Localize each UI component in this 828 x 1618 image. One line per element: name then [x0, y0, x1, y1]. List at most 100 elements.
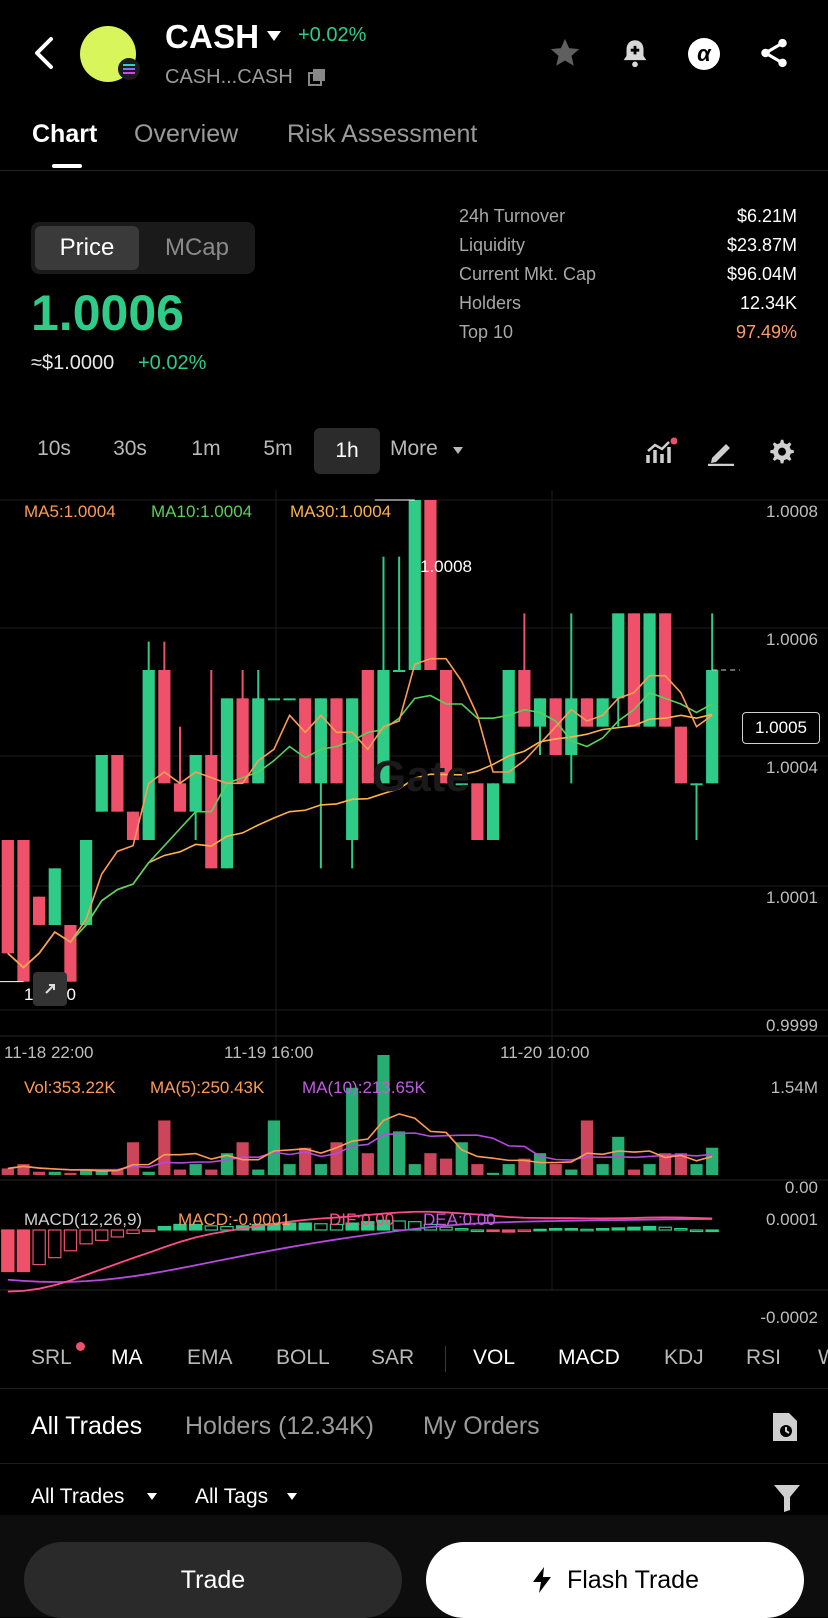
- indicator-w[interactable]: W: [818, 1346, 828, 1369]
- volume-bar: [283, 1164, 296, 1175]
- indicator-boll[interactable]: BOLL: [276, 1346, 330, 1369]
- timeframe-1m[interactable]: 1m: [191, 437, 221, 460]
- indicator-srl[interactable]: SRL: [31, 1346, 72, 1369]
- macd-hist-bar: [689, 1229, 704, 1233]
- macd-hist-bar: [595, 1228, 610, 1231]
- macd-hist-bar: [63, 1229, 78, 1252]
- filter-all-trades[interactable]: All Trades: [31, 1485, 125, 1508]
- macd-hist-bar: [361, 1221, 375, 1231]
- price-usd: ≈$1.0000: [31, 352, 115, 374]
- settings-gear-icon[interactable]: [767, 438, 795, 466]
- volume-bar: [518, 1158, 531, 1175]
- tab-risk-assessment[interactable]: Risk Assessment: [287, 120, 478, 148]
- indicator-sar[interactable]: SAR: [371, 1346, 415, 1369]
- candle-body: [330, 698, 343, 784]
- candle-body: [346, 698, 359, 840]
- time-axis-label: 11-19 16:00: [224, 1043, 314, 1062]
- tab-my-orders[interactable]: My Orders: [423, 1412, 540, 1440]
- volume-bar: [173, 1169, 187, 1175]
- tab-all-trades[interactable]: All Trades: [31, 1412, 143, 1440]
- candle-body: [643, 613, 656, 727]
- volume-bar: [627, 1169, 641, 1175]
- order-history-icon[interactable]: [770, 1410, 800, 1444]
- macd-hist-bar: [548, 1228, 563, 1231]
- expand-icon: [45, 984, 55, 994]
- candle-body: [393, 670, 406, 672]
- macd-hist-bar: [16, 1229, 31, 1273]
- macd-hist-bar: [642, 1225, 657, 1231]
- candle-body: [236, 698, 249, 784]
- candle-body: [565, 698, 578, 755]
- filter-funnel-icon[interactable]: [773, 1483, 801, 1513]
- candle-body: [267, 698, 281, 701]
- share-icon[interactable]: [757, 36, 791, 70]
- volume-bar: [612, 1136, 625, 1175]
- star-icon[interactable]: [548, 36, 582, 70]
- stat-label: Current Mkt. Cap: [459, 264, 597, 284]
- volume-bar: [236, 1142, 249, 1175]
- ma10-line: [7, 691, 713, 969]
- header-change: +0.02%: [298, 24, 367, 46]
- macd-hist-bar: [204, 1225, 219, 1231]
- indicator-chart-icon[interactable]: [645, 437, 677, 467]
- timeframe-1h[interactable]: 1h: [314, 428, 380, 474]
- macd-hist-bar: [486, 1229, 500, 1233]
- back-button[interactable]: [24, 30, 64, 76]
- tab-holders[interactable]: Holders (12.34K): [185, 1412, 374, 1440]
- timeframe-10s[interactable]: 10s: [37, 437, 71, 460]
- macd-hist-bar: [298, 1222, 312, 1231]
- volume-bar: [674, 1153, 687, 1175]
- candle-body: [580, 698, 594, 727]
- alpha-icon[interactable]: α: [688, 38, 720, 70]
- toggle-price[interactable]: Price: [35, 226, 139, 270]
- candle-body: [1, 840, 14, 954]
- candle-body: [612, 613, 625, 699]
- ma5-legend: MA5:1.0004: [24, 502, 116, 521]
- macd-hist-bar: [658, 1226, 672, 1231]
- filter-tags-caret-icon: [287, 1493, 297, 1500]
- candle-body: [518, 670, 531, 727]
- timeframe-5m[interactable]: 5m: [263, 437, 293, 460]
- candle-body: [627, 613, 641, 727]
- alert-bell-icon[interactable]: [618, 36, 652, 70]
- toggle-mcap[interactable]: MCap: [164, 234, 230, 261]
- chart-watermark: Gate: [372, 752, 470, 801]
- draw-pen-icon[interactable]: [706, 438, 736, 466]
- volume-bar: [205, 1169, 218, 1175]
- macd-hist-bar: [345, 1222, 359, 1231]
- fullscreen-button[interactable]: [33, 972, 67, 1006]
- tab-active-indicator: [52, 164, 82, 168]
- stat-label: Liquidity: [459, 235, 526, 255]
- ma30-legend: MA30:1.0004: [290, 502, 392, 521]
- indicator-ema[interactable]: EMA: [187, 1346, 233, 1369]
- indicator-kdj[interactable]: KDJ: [664, 1346, 704, 1369]
- volume-bar: [596, 1164, 609, 1175]
- indicator-ma[interactable]: MA: [111, 1346, 143, 1369]
- indicator-vol[interactable]: VOL: [473, 1346, 516, 1369]
- tab-chart[interactable]: Chart: [32, 120, 98, 148]
- flash-trade-button[interactable]: Flash Trade: [426, 1542, 804, 1618]
- volume-bar: [142, 1171, 155, 1175]
- price-chart[interactable]: [0, 490, 828, 1330]
- filter-all-tags[interactable]: All Tags: [195, 1485, 269, 1508]
- price-axis-label: 0.9999: [766, 1016, 818, 1035]
- timeframe-30s[interactable]: 30s: [113, 437, 147, 460]
- ma10-legend: MA10:1.0004: [151, 502, 253, 521]
- volume-bar: [533, 1153, 547, 1175]
- tab-overview[interactable]: Overview: [134, 120, 239, 148]
- trade-button[interactable]: Trade: [24, 1542, 402, 1618]
- volume-bar: [377, 1055, 390, 1175]
- volume-bar: [643, 1164, 656, 1175]
- more-caret-icon: [453, 447, 463, 454]
- stat-label: Holders: [459, 293, 522, 313]
- indicator-macd[interactable]: MACD: [558, 1346, 620, 1369]
- candle-body: [189, 755, 202, 812]
- indicator-rsi[interactable]: RSI: [746, 1346, 782, 1369]
- macd-hist-bar: [79, 1229, 93, 1245]
- copy-icon[interactable]: [308, 68, 326, 86]
- macd-hist-bar: [517, 1229, 532, 1233]
- caret-down-icon[interactable]: [266, 30, 282, 42]
- token-symbol[interactable]: CASH: [165, 18, 260, 55]
- timeframe-more[interactable]: More: [390, 437, 438, 460]
- section-divider: [0, 1388, 828, 1389]
